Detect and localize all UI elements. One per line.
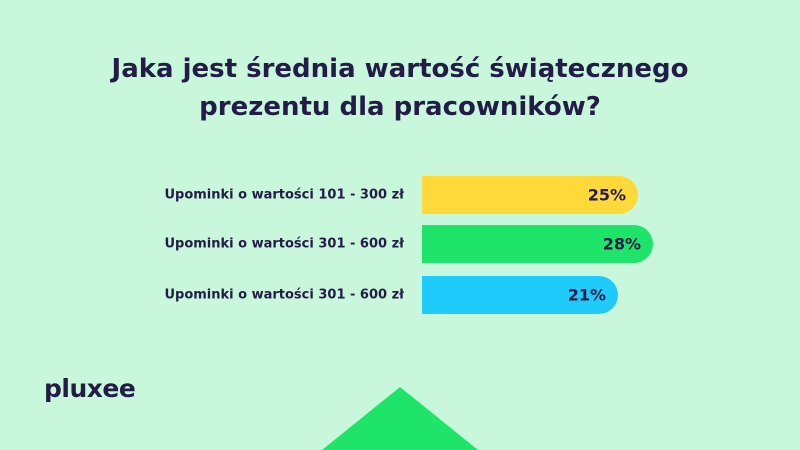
chart-title: Jaka jest średnia wartość świątecznego p… [111, 54, 689, 122]
value-label: 28% [603, 235, 641, 254]
bar [422, 276, 618, 314]
decoration [322, 387, 478, 450]
logo: pluxee [44, 374, 136, 403]
value-label: 21% [568, 286, 606, 305]
value-label: 25% [588, 186, 626, 205]
bar [422, 225, 653, 263]
category-label: Upominki o wartości 301 - 600 zł [164, 288, 405, 303]
bar [422, 176, 638, 214]
category-label: Upominki o wartości 101 - 300 zł [164, 188, 405, 203]
category-label: Upominki o wartości 301 - 600 zł [164, 237, 405, 252]
